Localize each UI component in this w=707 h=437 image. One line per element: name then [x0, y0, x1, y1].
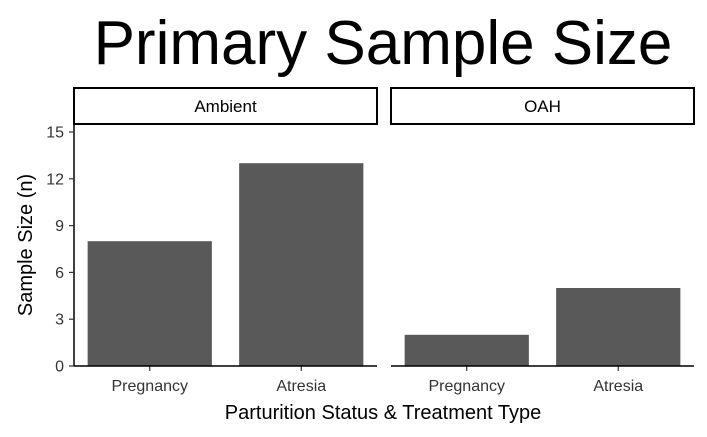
y-tick-label: 15 — [46, 125, 64, 142]
y-tick-label: 0 — [55, 359, 64, 376]
y-tick-label: 12 — [46, 171, 64, 188]
bar-ambient-atresia — [239, 163, 364, 366]
bars-oah — [404, 288, 681, 366]
x-tick-label: Pregnancy — [429, 378, 506, 395]
x-tick-label: Pregnancy — [112, 378, 189, 395]
y-tick-label: 9 — [55, 218, 64, 235]
bar-ambient-pregnancy — [87, 241, 212, 366]
facet-label-ambient: Ambient — [194, 97, 257, 116]
facet-strip-ambient — [73, 87, 378, 125]
y-axis-title: Sample Size (n) — [15, 174, 37, 316]
facet-strip-oah — [390, 87, 695, 125]
y-tick-label: 3 — [55, 312, 64, 329]
x-ticks-oah: Pregnancy Atresia — [429, 366, 643, 395]
bar-oah-pregnancy — [404, 334, 529, 366]
chart-title: Primary Sample Size — [94, 9, 673, 78]
bar-oah-atresia — [556, 288, 681, 366]
x-tick-label: Atresia — [276, 378, 326, 395]
facet-oah: OAH Pregnancy Atresia — [390, 87, 695, 395]
facet-label-oah: OAH — [524, 97, 561, 116]
x-tick-label: Atresia — [593, 378, 643, 395]
y-tick-label: 6 — [55, 265, 64, 282]
x-ticks-ambient: Pregnancy Atresia — [112, 366, 326, 395]
x-axis-title: Parturition Status & Treatment Type — [225, 402, 541, 424]
bars-ambient — [87, 163, 364, 366]
y-ticks: 0 3 6 9 12 15 — [46, 125, 74, 376]
facet-ambient: Ambient Pregnancy Atresia — [73, 87, 378, 395]
